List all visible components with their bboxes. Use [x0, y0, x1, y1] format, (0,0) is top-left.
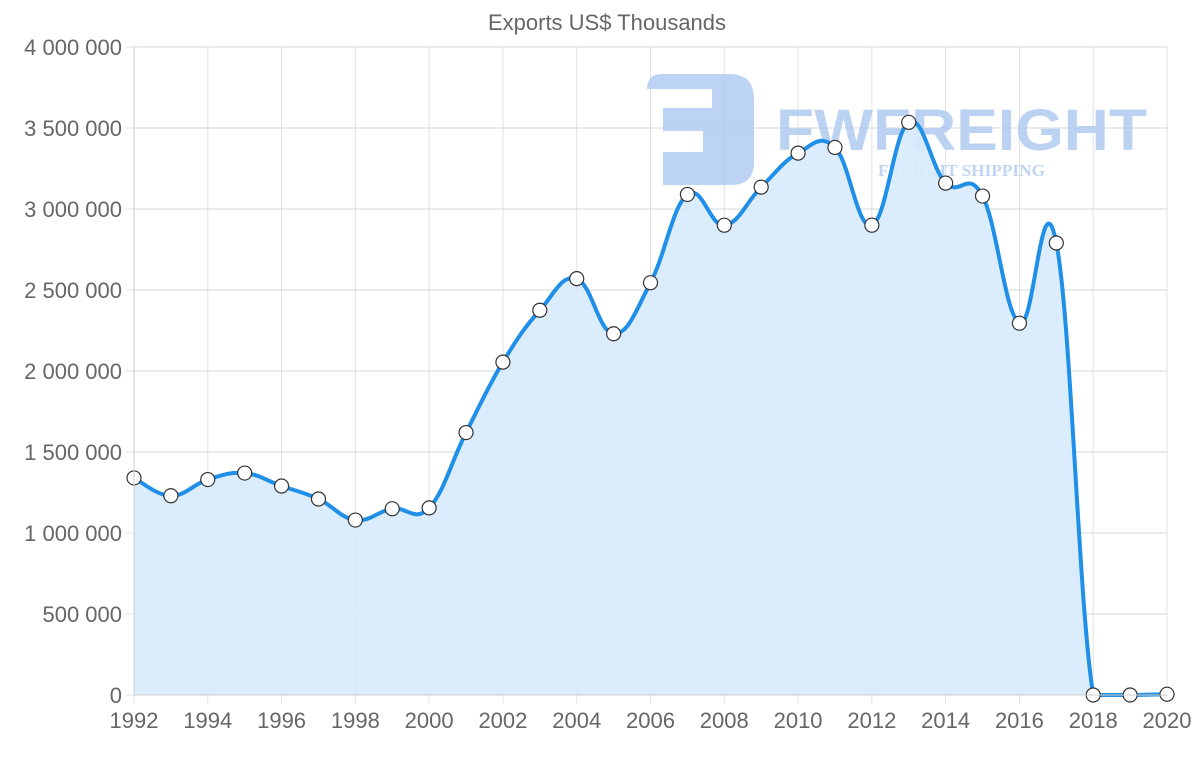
data-point-marker-1994[interactable] [200, 471, 216, 488]
x-tick-label: 2020 [1143, 708, 1192, 733]
data-point-marker-2016[interactable] [1011, 315, 1028, 331]
axes: 0 500 000 1 000 000 1 500 000 2 000 000 2 500… [24, 35, 1191, 733]
y-tick-label: 2 500 000 [24, 278, 122, 303]
series-area-fill [134, 121, 1167, 695]
x-tick-label: 1996 [257, 708, 306, 733]
data-point-marker-2002[interactable] [495, 354, 511, 370]
x-tick-label: 2012 [847, 708, 896, 733]
data-point-marker-2017[interactable] [1048, 235, 1064, 251]
chart-title: Exports US$ Thousands [488, 10, 726, 35]
y-tick-label: 2 000 000 [24, 359, 122, 384]
data-point-marker-2003[interactable] [532, 302, 548, 318]
data-point-marker-2020[interactable] [1159, 686, 1175, 702]
data-point-marker-1996[interactable] [273, 478, 290, 494]
y-tick-label: 3 500 000 [24, 116, 122, 141]
data-point-marker-2007[interactable] [679, 186, 695, 203]
data-point-marker-2000[interactable] [421, 500, 437, 516]
x-tick-label: 2016 [995, 708, 1044, 733]
y-tick-label: 500 000 [42, 602, 122, 627]
fwfreight-logo-icon [647, 74, 754, 185]
data-point-marker-2010[interactable] [790, 145, 806, 161]
x-tick-label: 2006 [626, 708, 675, 733]
data-point-marker-2015[interactable] [974, 188, 991, 204]
x-tick-label: 2010 [774, 708, 823, 733]
x-tick-label: 2002 [478, 708, 527, 733]
data-point-marker-1997[interactable] [310, 491, 327, 507]
y-tick-label: 4 000 000 [24, 35, 122, 60]
y-tick-label: 1 000 000 [24, 521, 122, 546]
data-point-marker-2013[interactable] [901, 114, 917, 130]
data-point-marker-2008[interactable] [716, 217, 732, 233]
y-tick-label: 0 [110, 683, 122, 708]
x-tick-label: 2014 [921, 708, 970, 733]
x-tick-label: 2008 [700, 708, 749, 733]
data-point-marker-1998[interactable] [347, 512, 363, 528]
series-line [133, 119, 1168, 697]
x-tick-label: 2004 [552, 708, 601, 733]
data-point-marker-2006[interactable] [642, 275, 659, 291]
data-point-marker-2012[interactable] [864, 217, 880, 233]
data-point-marker-1993[interactable] [163, 488, 179, 504]
data-point-marker-2004[interactable] [569, 271, 585, 287]
x-tick-label: 1992 [110, 708, 159, 733]
data-point-marker-2009[interactable] [753, 179, 769, 195]
data-point-marker-1995[interactable] [237, 465, 253, 481]
x-tick-label: 1998 [331, 708, 380, 733]
data-point-marker-2005[interactable] [606, 326, 622, 342]
data-point-marker-2001[interactable] [458, 424, 474, 441]
y-tick-label: 3 000 000 [24, 197, 122, 222]
data-point-marker-2014[interactable] [938, 175, 954, 191]
data-point-marker-1999[interactable] [384, 501, 400, 517]
x-tick-label: 2018 [1069, 708, 1118, 733]
x-tick-label: 2000 [405, 708, 454, 733]
y-tick-label: 1 500 000 [24, 440, 122, 465]
x-tick-label: 1994 [183, 708, 232, 733]
data-point-marker-2011[interactable] [827, 139, 843, 156]
